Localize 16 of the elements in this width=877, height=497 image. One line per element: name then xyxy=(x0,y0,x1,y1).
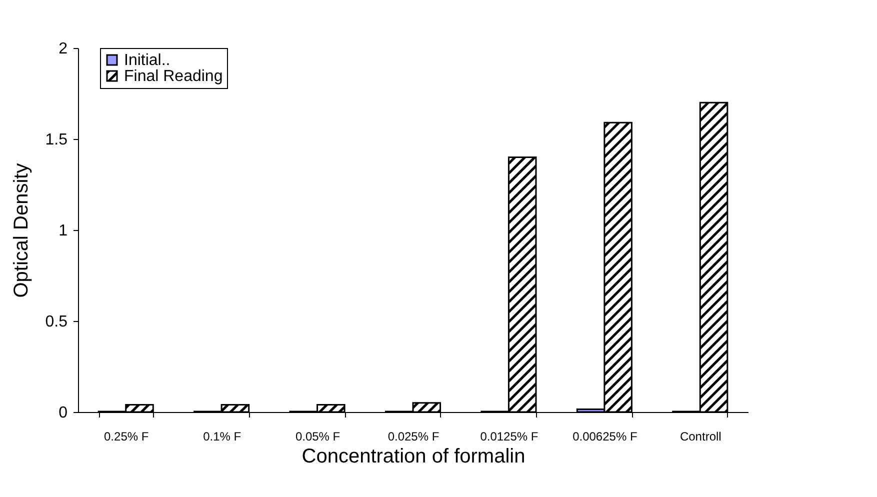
x-tick-label: Controll xyxy=(680,430,722,444)
y-axis-title: Optical Density xyxy=(10,163,32,298)
x-axis-title: Concentration of formalin xyxy=(302,446,526,468)
x-tick-label: 0.25% F xyxy=(104,430,149,444)
legend-label: Final Reading xyxy=(124,68,223,85)
x-tick-label: 0.00625% F xyxy=(572,430,638,444)
x-tick-label: 0.1% F xyxy=(203,430,242,444)
y-tick-label: 2 xyxy=(58,40,68,58)
y-tick-label: 1.5 xyxy=(45,132,68,148)
y-tick-label: 1 xyxy=(58,222,68,240)
legend-label: Initial.. xyxy=(124,52,170,69)
y-tick-label: 0 xyxy=(58,404,68,422)
x-tick-label: 0.025% F xyxy=(388,430,440,444)
x-tick-label: 0.0125% F xyxy=(480,430,538,444)
x-tick-label: 0.05% F xyxy=(295,430,340,444)
y-tick-label: 0.5 xyxy=(45,314,68,330)
